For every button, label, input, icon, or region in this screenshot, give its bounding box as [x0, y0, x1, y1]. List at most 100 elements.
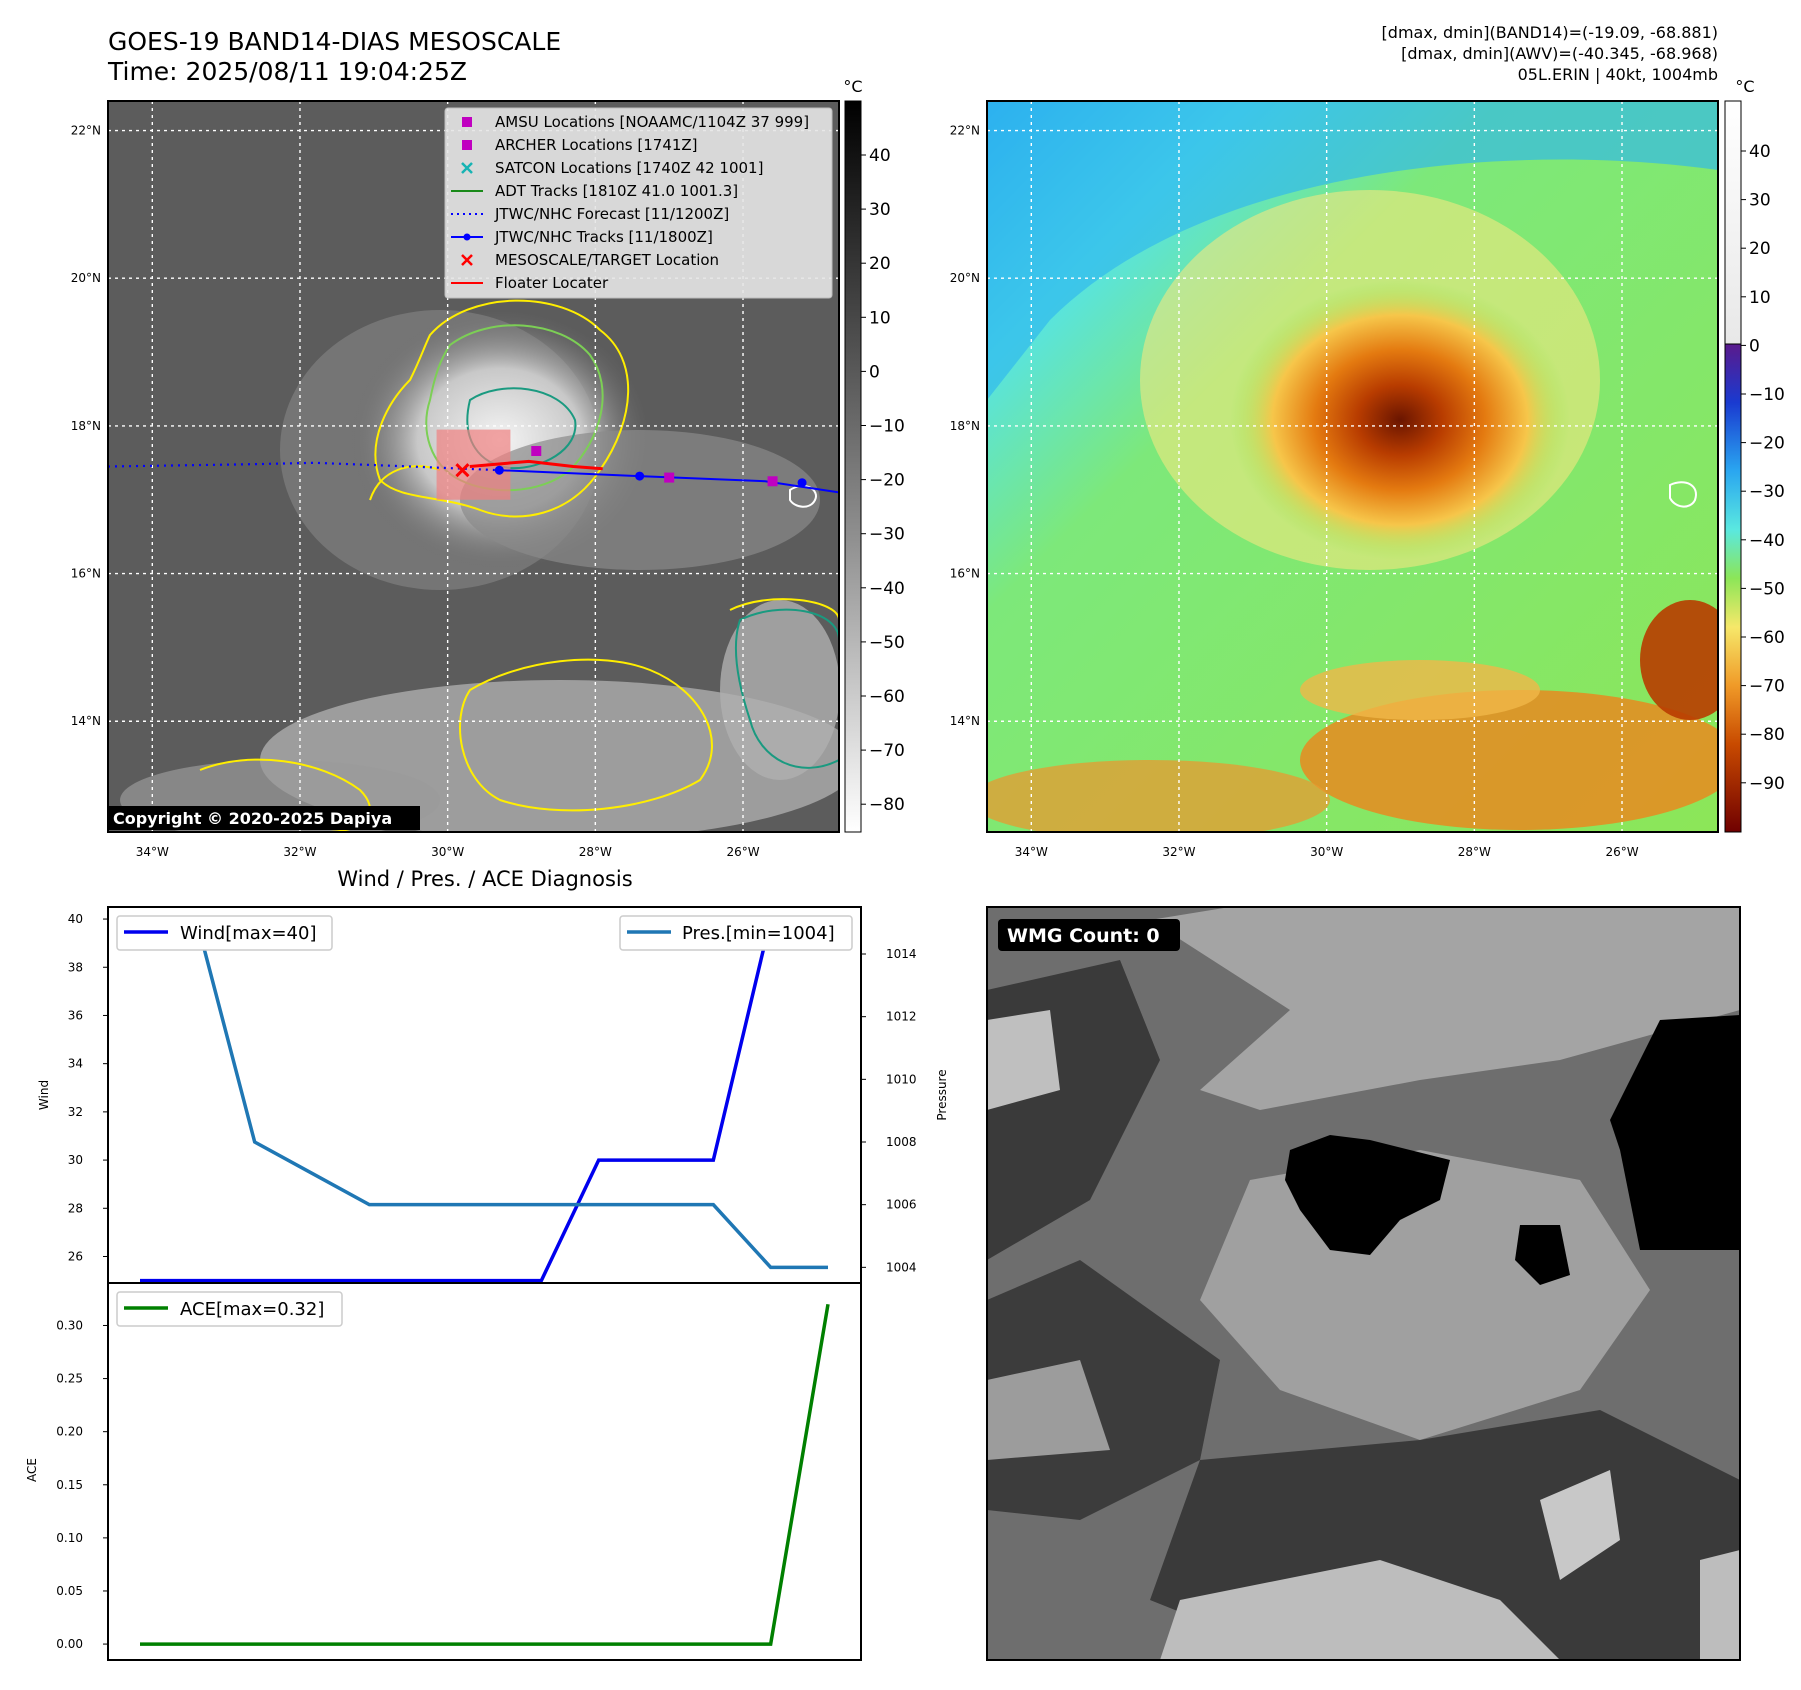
- lat-tick-label: 16°N: [71, 567, 101, 581]
- lon-tick-label: 30°W: [1310, 845, 1343, 859]
- wmg-light-south: [1160, 1560, 1560, 1660]
- colorbar-tick-label: 40: [1749, 142, 1771, 162]
- ir-contour-green: [425, 324, 604, 492]
- legend-item-label: AMSU Locations [NOAAMC/1104Z 37 999]: [495, 113, 809, 131]
- colorbar-tick-label: −80: [869, 795, 905, 815]
- colorbar-tick-label: 0: [1749, 336, 1760, 356]
- colorbar-tick-label: −20: [1749, 434, 1785, 454]
- lon-tick-label: 34°W: [136, 845, 169, 859]
- ir-legend: AMSU Locations [NOAAMC/1104Z 37 999] ARCH…: [444, 107, 833, 299]
- colorbar-tick-label: −50: [1749, 579, 1785, 599]
- ir-map-panel: AMSU Locations [NOAAMC/1104Z 37 999] ARCH…: [71, 100, 840, 859]
- legend-marker: [462, 140, 472, 150]
- ir-colorbar: °C 40 30 20 10 0 −10 −20 −30 −40 −50 −60 −70 −80: [843, 77, 905, 833]
- ir-contour-south: [459, 658, 713, 812]
- legend-item-label: SATCON Locations [1740Z 42 1001]: [495, 159, 763, 177]
- best-track-point: [635, 471, 645, 481]
- lon-tick-label: 34°W: [1015, 845, 1048, 859]
- ir-axis-ticks: 34°W 32°W 30°W 28°W 26°W 22°N 20°N 18°N 16°N 14°N: [71, 124, 760, 859]
- wmg-frame: [986, 906, 1741, 1661]
- legend-marker: [462, 117, 472, 127]
- wmg-panel: WMG Count: 0: [986, 906, 1741, 1661]
- legend-item-label: Floater Locater: [495, 274, 609, 292]
- legend-marker: [461, 162, 473, 174]
- wind-tick-label: 38: [68, 960, 83, 974]
- colorbar-tick-label: 10: [869, 308, 891, 328]
- wind-tick-label: 32: [68, 1105, 83, 1119]
- pressure-legend-box: [619, 915, 853, 951]
- legend-item-label: JTWC/NHC Tracks [11/1800Z]: [494, 228, 713, 246]
- lat-tick-label: 14°N: [71, 714, 101, 728]
- lat-tick-label: 14°N: [950, 714, 980, 728]
- figure-time: Time: 2025/08/11 19:04:25Z: [107, 57, 467, 86]
- colorbar-tick-label: −30: [1749, 482, 1785, 502]
- wv-gridlines: [987, 101, 1718, 832]
- ir-contour-yellow: [374, 299, 630, 518]
- colorbar-tick-label: 20: [1749, 239, 1771, 259]
- lon-tick-label: 26°W: [726, 845, 759, 859]
- wmg-label-bg: [998, 919, 1180, 951]
- legend-background: [444, 107, 833, 299]
- wmg-light-patch: [1540, 1470, 1620, 1580]
- legend-item-label: JTWC/NHC Forecast [11/1200Z]: [494, 205, 729, 223]
- lon-tick-label: 30°W: [431, 845, 464, 859]
- ace-tick-label: 0.25: [56, 1372, 83, 1386]
- ace-axis-ticks: 0.30 0.25 0.20 0.15 0.10 0.05 0.00: [56, 1318, 108, 1651]
- colorbar-tick-label: −10: [1749, 385, 1785, 405]
- wmg-count-label: WMG Count: 0: [1007, 925, 1160, 947]
- wmg-black-cell-small: [1515, 1225, 1570, 1285]
- ace-legend-label: ACE[max=0.32]: [180, 1299, 324, 1320]
- ace-tick-label: 0.05: [56, 1584, 83, 1598]
- chart-title: Wind / Pres. / ACE Diagnosis: [337, 867, 632, 891]
- info-band14: [dmax, dmin](BAND14)=(-19.09, -68.881): [1382, 23, 1718, 42]
- ace-tick-label: 0.30: [56, 1318, 83, 1332]
- colorbar-tick-label: −60: [869, 687, 905, 707]
- wmg-black-cell-east: [1610, 1015, 1740, 1250]
- ir-colorbar-ticks: 40 30 20 10 0 −10 −20 −30 −40 −50 −60 −70 −80: [861, 146, 905, 815]
- colorbar-tick-label: 40: [869, 146, 891, 166]
- colorbar-tick-label: −20: [869, 471, 905, 491]
- wmg-light-west: [987, 1010, 1060, 1110]
- colorbar-tick-label: 0: [869, 362, 880, 382]
- wind-axis-ticks: 40 38 36 34 32 30 28 26: [68, 912, 108, 1263]
- best-track-points: [494, 465, 807, 488]
- wv-sw-band: [987, 760, 1330, 832]
- ir-colorbar-gradient: [844, 100, 862, 833]
- wmg-mid-west: [987, 1360, 1110, 1460]
- pressure-axis-label: Pressure: [935, 1069, 949, 1120]
- colorbar-tick-label: 20: [869, 254, 891, 274]
- lat-tick-label: 16°N: [950, 567, 980, 581]
- copyright-text: Copyright © 2020-2025 Dapiya: [113, 809, 392, 828]
- floater-locater-line: [469, 459, 603, 471]
- lat-tick-label: 22°N: [950, 124, 980, 138]
- ace-axis-label: ACE: [25, 1458, 39, 1482]
- colorbar-tick-label: −40: [869, 579, 905, 599]
- pressure-tick-label: 1012: [886, 1010, 917, 1024]
- colorbar-tick-label: −70: [1749, 677, 1785, 697]
- ir-contour-se: [734, 608, 839, 769]
- info-awv: [dmax, dmin](AWV)=(-40.345, -68.968): [1401, 44, 1718, 63]
- pressure-tick-label: 1008: [886, 1135, 917, 1149]
- wv-colorbar: °C 40 30 20 10 0 −10 −20 −30 −40 −50 −60 −70 −80 −90: [1724, 77, 1785, 833]
- wind-chart-frame: [107, 906, 862, 1284]
- lat-tick-label: 20°N: [950, 271, 980, 285]
- wind-axis-label: Wind: [37, 1080, 51, 1110]
- legend-item-label: ADT Tracks [1810Z 41.0 1001.3]: [495, 182, 738, 200]
- legend-marker-dot: [463, 233, 471, 241]
- wind-tick-label: 36: [68, 1008, 83, 1022]
- amsu-marker: [531, 445, 542, 456]
- lon-tick-label: 28°W: [1458, 845, 1491, 859]
- pressure-tick-label: 1004: [886, 1260, 917, 1274]
- wv-storm: [1230, 280, 1570, 560]
- amsu-marker: [767, 476, 778, 487]
- wv-se-cell: [1640, 600, 1718, 720]
- ir-contour-se-yellow: [729, 598, 839, 621]
- colorbar-tick-label: −40: [1749, 531, 1785, 551]
- pressure-legend-label: Pres.[min=1004]: [682, 923, 835, 944]
- ir-frame: [107, 100, 840, 833]
- colorbar-tick-label: 30: [1749, 191, 1771, 211]
- wv-map-panel: 34°W 32°W 30°W 28°W 26°W 22°N 20°N 18°N 16°N 14°N: [950, 100, 1719, 859]
- wv-south-band: [1300, 690, 1718, 830]
- wv-mid-band: [1300, 660, 1540, 720]
